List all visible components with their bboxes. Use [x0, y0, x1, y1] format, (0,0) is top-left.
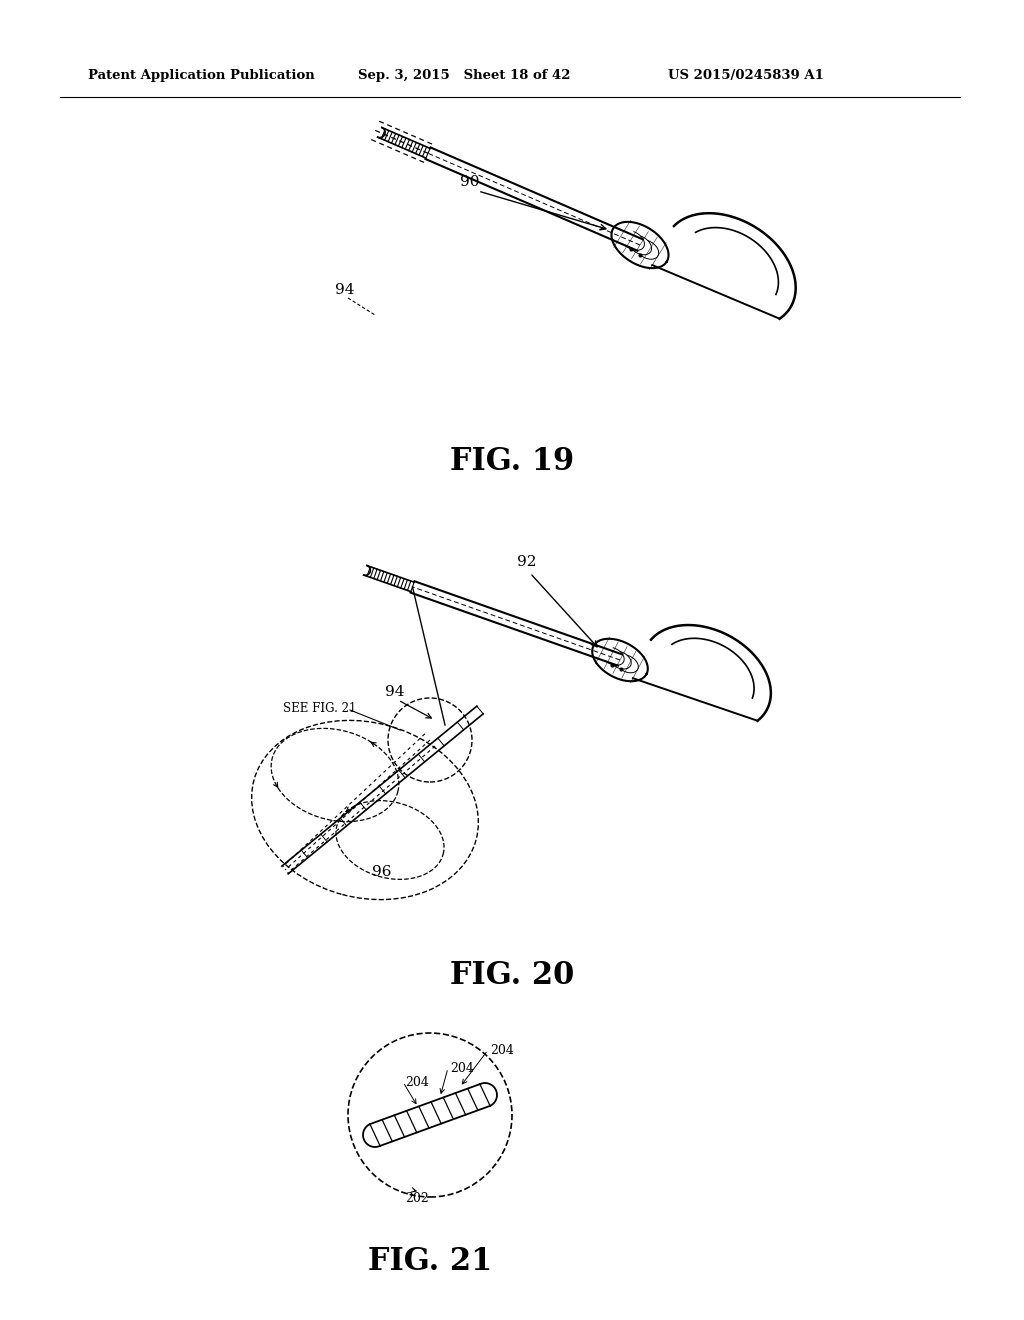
Text: 204: 204	[406, 1076, 429, 1089]
Text: 204: 204	[450, 1061, 474, 1074]
Text: Sep. 3, 2015   Sheet 18 of 42: Sep. 3, 2015 Sheet 18 of 42	[358, 69, 570, 82]
Text: FIG. 20: FIG. 20	[450, 960, 574, 990]
Text: 94: 94	[335, 282, 354, 297]
Text: SEE FIG. 21: SEE FIG. 21	[283, 701, 356, 714]
Text: 92: 92	[517, 554, 537, 569]
Text: 94: 94	[385, 685, 404, 700]
Text: US 2015/0245839 A1: US 2015/0245839 A1	[668, 69, 824, 82]
Text: FIG. 19: FIG. 19	[450, 446, 574, 478]
Text: 96: 96	[372, 865, 391, 879]
Circle shape	[348, 1034, 512, 1197]
Text: Patent Application Publication: Patent Application Publication	[88, 69, 314, 82]
Text: 202: 202	[406, 1192, 429, 1204]
Text: 90: 90	[460, 176, 479, 189]
Text: 204: 204	[490, 1044, 514, 1056]
Text: FIG. 21: FIG. 21	[368, 1246, 493, 1278]
